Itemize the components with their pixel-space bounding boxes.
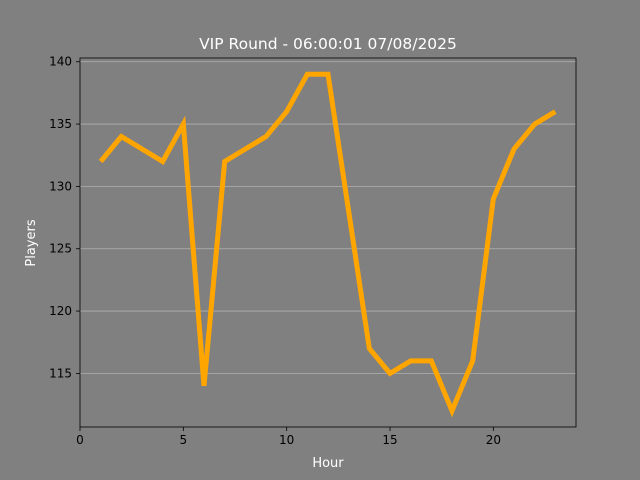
series-line [98,71,557,418]
x-axis-label: Hour [312,456,344,471]
x-tick-label: 0 [76,433,84,447]
x-tick-label: 10 [279,433,294,447]
axes: 0 5 10 15 20 115 120 125 130 135 140 [49,55,577,447]
y-tick-label: 125 [49,242,72,256]
y-tick-label: 130 [49,179,72,193]
y-tick-label: 120 [49,304,72,318]
y-tick-label: 140 [49,55,72,69]
x-tick-label: 5 [180,433,188,447]
chart-title: VIP Round - 06:00:01 07/08/2025 [199,35,457,53]
y-tick-label: 115 [49,366,72,380]
plot-area [80,58,576,427]
series-group [98,71,557,418]
y-axis-label: Players [24,219,39,266]
x-tick-label: 15 [382,433,397,447]
grid-lines [80,61,576,374]
y-tick-label: 135 [49,117,72,131]
axes-frame [79,57,577,428]
x-tick-label: 20 [486,433,501,447]
